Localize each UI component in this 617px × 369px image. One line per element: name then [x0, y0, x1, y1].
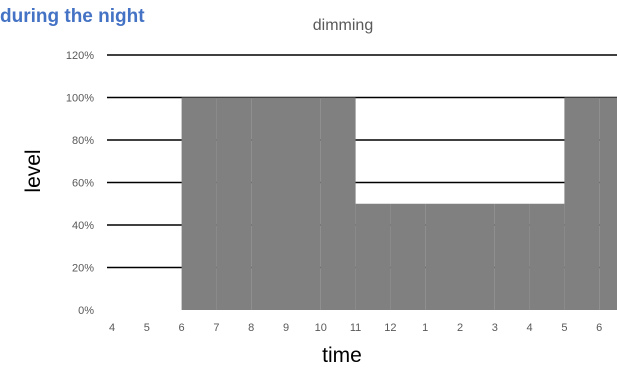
x-tick-label-10: 2	[457, 322, 463, 334]
x-tick-label-7: 11	[350, 322, 361, 334]
area-segment-6-2	[181, 97, 217, 310]
x-tick-label-5: 9	[283, 322, 289, 334]
x-tick-label-13: 5	[561, 322, 567, 334]
area-segment-6-14	[599, 97, 617, 310]
y-tick-label-0: 0%	[78, 305, 94, 317]
y-tick-label-80: 80%	[72, 135, 94, 147]
x-axis-ticks: 45678910111212345678	[109, 322, 602, 334]
x-tick-label-3: 7	[213, 322, 219, 334]
area-segment-7-3	[216, 97, 252, 310]
x-tick-label-14: 6	[596, 322, 602, 334]
y-tick-label-60: 60%	[72, 178, 94, 190]
area-segment-5-13	[564, 97, 600, 310]
area-segment-9-5	[286, 97, 321, 310]
x-tick-label-9: 1	[422, 322, 428, 334]
area-segment-4-12	[529, 203, 565, 310]
x-tick-label-1: 5	[144, 322, 150, 334]
x-axis-label: time	[322, 344, 362, 367]
heading-text: during the night	[0, 6, 145, 27]
y-axis-label: level	[22, 149, 45, 192]
x-tick-label-12: 4	[527, 322, 533, 334]
area-segment-10-6	[320, 97, 356, 310]
x-tick-label-2: 6	[179, 322, 185, 334]
area-series	[181, 97, 617, 310]
y-tick-label-120: 120%	[66, 50, 94, 62]
x-tick-label-11: 3	[492, 322, 498, 334]
y-tick-label-20: 20%	[72, 263, 94, 275]
area-segment-1-9	[425, 203, 460, 310]
y-tick-label-100: 100%	[66, 93, 94, 105]
area-segment-12-8	[390, 203, 426, 310]
x-tick-label-4: 8	[248, 322, 254, 334]
chart-title: dimming	[313, 17, 373, 34]
x-tick-label-8: 12	[384, 322, 396, 334]
area-segment-3-11	[494, 203, 530, 310]
area-segment-8-4	[251, 97, 286, 310]
x-tick-label-0: 4	[109, 322, 115, 334]
area-segment-2-10	[460, 203, 495, 310]
x-tick-label-6: 10	[315, 322, 327, 334]
y-tick-label-40: 40%	[72, 220, 94, 232]
y-axis-ticks: 0% 20% 40% 60% 80% 100% 120%	[66, 50, 94, 317]
area-segment-11-7	[355, 203, 391, 310]
